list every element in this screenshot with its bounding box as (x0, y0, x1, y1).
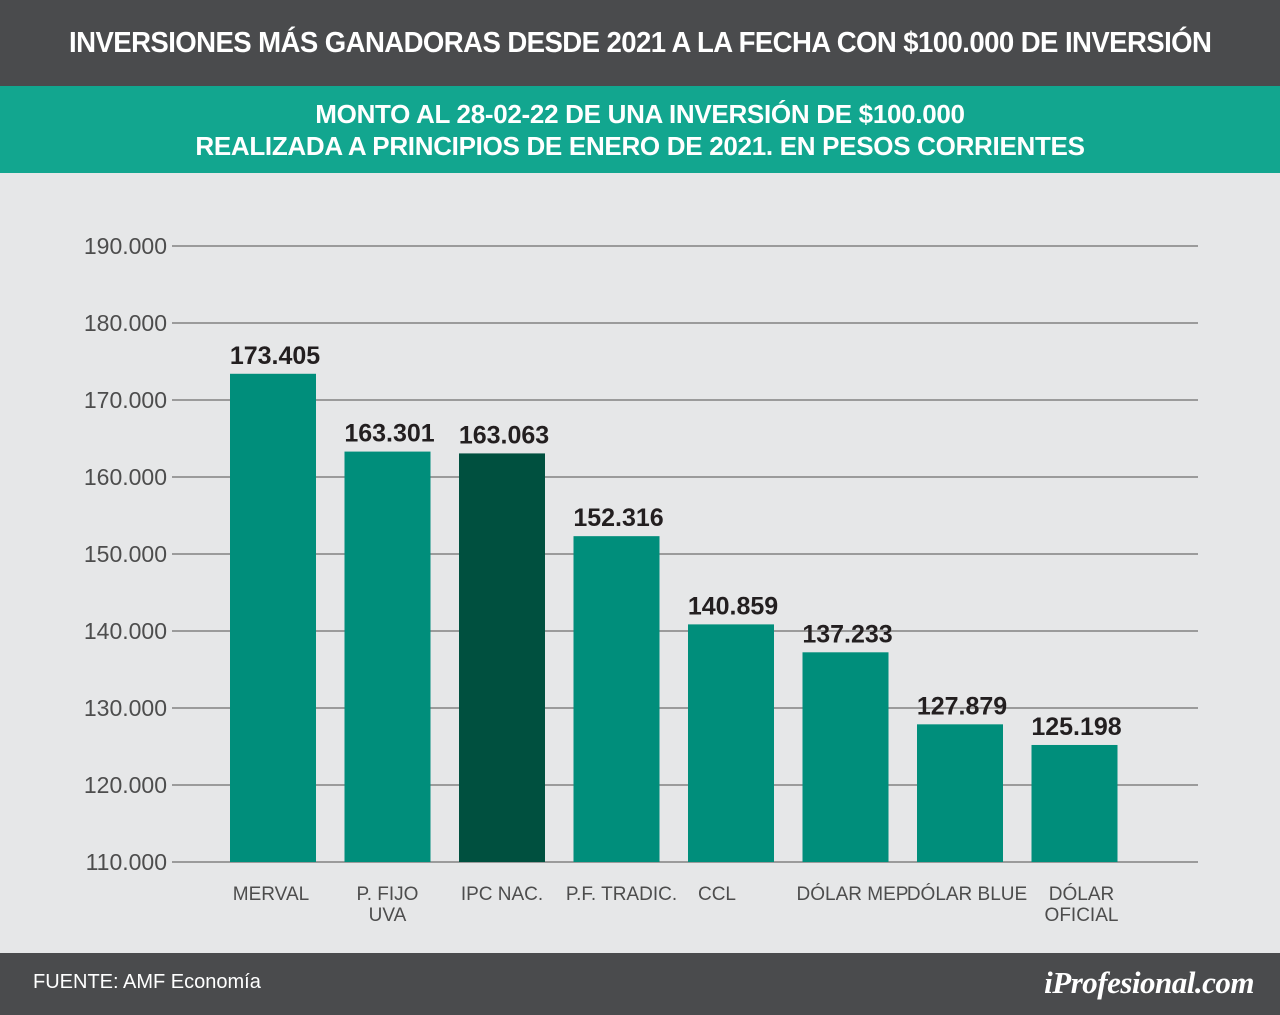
bar (573, 536, 660, 862)
value-label: 163.063 (459, 421, 549, 449)
bar (802, 652, 889, 862)
chart-area: 110.000 120.000 130.000 140.000 150.000 160.0… (0, 173, 1280, 953)
value-label: 137.233 (802, 620, 892, 648)
value-label: 127.879 (917, 692, 1007, 720)
bar (230, 373, 316, 862)
value-label: 173.405 (230, 342, 320, 370)
y-tick-label: 110.000 (86, 849, 167, 875)
subtitle-line-2: REALIZADA A PRINCIPIOS DE ENERO DE 2021.… (195, 130, 1085, 161)
y-tick-label: 140.000 (84, 618, 167, 644)
bar (1031, 744, 1118, 862)
bar (459, 453, 545, 862)
x-tick-label: P. FIJO (357, 884, 419, 905)
bar-chart: 110.000 120.000 130.000 140.000 150.000 160.0… (84, 233, 1198, 926)
chart-title: INVERSIONES MÁS GANADORAS DESDE 2021 A L… (68, 26, 1212, 59)
brand-logo: iProfesional.com (1044, 965, 1254, 1000)
y-tick-label: 160.000 (84, 464, 167, 490)
value-label: 152.316 (573, 504, 663, 532)
value-label: 125.198 (1031, 713, 1121, 741)
subheader-bar: MONTO AL 28-02-22 DE UNA INVERSIÓN DE $1… (0, 86, 1280, 173)
value-label: 140.859 (688, 592, 778, 620)
x-tick-label: DÓLAR MEP (797, 883, 909, 905)
y-tick-label: 130.000 (84, 695, 167, 721)
y-tick-label: 190.000 (84, 233, 167, 259)
x-tick-label: OFICIAL (1045, 905, 1119, 926)
bar (688, 624, 774, 862)
x-tick-label: P.F. TRADIC. (566, 884, 677, 905)
x-tick-label: UVA (369, 905, 407, 926)
y-tick-label: 150.000 (84, 541, 167, 567)
bar (344, 451, 431, 862)
x-tick-label: DÓLAR (1049, 883, 1114, 905)
footer-bar: FUENTE: AMF Economía iProfesional.com (0, 953, 1280, 1015)
header-bar: INVERSIONES MÁS GANADORAS DESDE 2021 A L… (0, 0, 1280, 86)
y-tick-label: 170.000 (84, 387, 167, 413)
y-tick-label: 180.000 (84, 310, 167, 336)
source-note: FUENTE: AMF Economía (33, 971, 261, 993)
x-tick-label: IPC NAC. (461, 884, 543, 905)
x-tick-label: MERVAL (233, 884, 309, 905)
x-tick-label: DÓLAR BLUE (907, 883, 1027, 905)
x-tick-label: CCL (698, 884, 736, 905)
y-tick-label: 120.000 (84, 772, 167, 798)
bar (917, 724, 1003, 862)
value-label: 163.301 (344, 420, 434, 448)
subtitle-line-1: MONTO AL 28-02-22 DE UNA INVERSIÓN DE $1… (315, 98, 965, 129)
